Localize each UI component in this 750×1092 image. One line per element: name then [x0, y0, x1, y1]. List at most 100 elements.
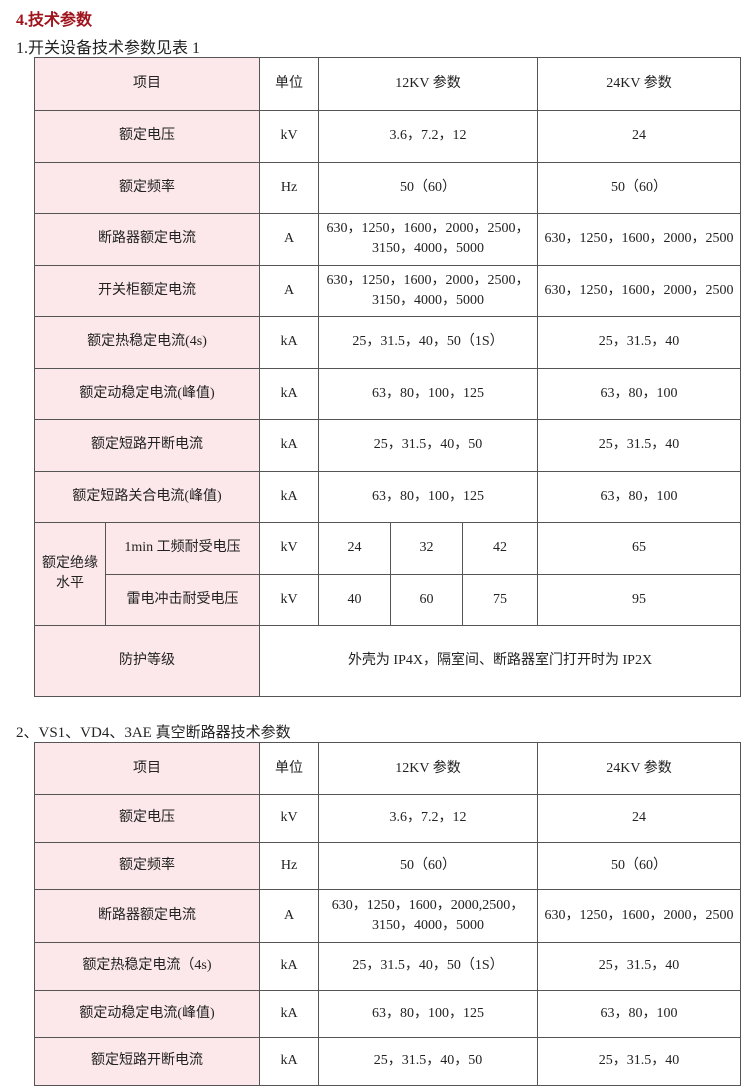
table-row: 额定动稳定电流(峰值) kA 63，80，100，125 63，80，100 [34, 989, 741, 1038]
unit-cell: A [259, 213, 319, 266]
table-cell: 75 [461, 573, 539, 626]
table-cell: 630，1250，1600，2000，2500 [537, 889, 741, 943]
item-cell: 防护等级 [34, 625, 260, 697]
unit-cell: kV [259, 522, 319, 575]
table-cell: 25，31.5，40 [537, 942, 741, 991]
unit-cell: kA [259, 470, 319, 523]
item-cell: 额定短路关合电流(峰值) [34, 470, 260, 523]
unit-cell: kV [259, 794, 319, 843]
unit-cell: kA [259, 316, 319, 369]
header-cell: 项目 [34, 742, 260, 795]
table-cell: 65 [537, 522, 742, 575]
item-cell: 开关柜额定电流 [34, 264, 260, 317]
table-cell: 42 [461, 522, 539, 575]
item-cell: 额定短路开断电流 [34, 419, 260, 472]
table-cell: 63，80，100，125 [317, 367, 539, 420]
table-cell: 3.6，7.2，12 [318, 794, 538, 843]
item-cell: 额定频率 [34, 161, 260, 214]
table-cell: 50（60） [537, 841, 741, 890]
item-cell: 额定短路开断电流 [34, 1037, 260, 1086]
table-cell: 50（60） [317, 161, 539, 214]
table-cell: 32 [390, 522, 463, 575]
table-cell: 25，31.5，40，50 [318, 1037, 538, 1086]
unit-cell: Hz [259, 841, 319, 890]
table-cell: 63，80，100，125 [317, 470, 539, 523]
header-cell: 12KV 参数 [317, 57, 539, 111]
item-cell: 额定电压 [34, 794, 260, 843]
table-row: 额定短路开断电流 kA 25，31.5，40，50 25，31.5，40 [34, 419, 742, 472]
table-cell: 630，1250，1600，2000，2500 [537, 264, 742, 317]
table-row: 额定绝缘水平 1min 工频耐受电压 kV 24 32 42 65 [34, 522, 742, 626]
table-row: 额定频率 Hz 50（60） 50（60） [34, 161, 742, 214]
unit-cell: kA [259, 419, 319, 472]
header-cell: 24KV 参数 [537, 57, 742, 111]
table-row: 额定热稳定电流(4s) kA 25，31.5，40，50（1S） 25，31.5，40 [34, 316, 742, 369]
table-row: 额定短路开断电流 kA 25，31.5，40，50 25，31.5，40 [34, 1037, 741, 1086]
table-row: 额定电压 kV 3.6，7.2，12 24 [34, 110, 742, 163]
item-cell: 额定动稳定电流(峰值) [34, 989, 260, 1038]
item-cell: 额定频率 [34, 841, 260, 890]
unit-cell: kA [259, 367, 319, 420]
table-row: 额定频率 Hz 50（60） 50（60） [34, 841, 741, 890]
header-cell: 单位 [259, 57, 319, 111]
table-row: 断路器额定电流 A 630，1250，1600，2000，2500，3150，400… [34, 213, 742, 266]
table-row: 雷电冲击耐受电压 kV 40 60 75 95 [35, 573, 742, 626]
table-cell: 63，80，100 [537, 470, 742, 523]
table-cell: 3.6，7.2，12 [317, 110, 539, 163]
table-row: 额定电压 kV 3.6，7.2，12 24 [34, 794, 741, 843]
header-cell: 单位 [259, 742, 319, 795]
table-cell: 630，1250，1600，2000，2500，3150，4000，5000 [317, 213, 539, 266]
unit-cell: Hz [259, 161, 319, 214]
item-cell: 额定热稳定电流（4s) [34, 942, 260, 991]
table-cell: 24 [537, 794, 741, 843]
item-cell: 额定动稳定电流(峰值) [34, 367, 260, 420]
table-cell: 95 [537, 573, 742, 626]
table-cell: 25，31.5，40，50（1S） [317, 316, 539, 369]
table-cell: 25，31.5，40，50（1S） [318, 942, 538, 991]
table-cell: 50（60） [537, 161, 742, 214]
table-cell: 630，1250，1600，2000，2500，3150，4000，5000 [317, 264, 539, 317]
table-cell: 25，31.5，40 [537, 1037, 741, 1086]
table-row: 断路器额定电流 A 630，1250，1600，2000,2500，3150，400… [34, 889, 741, 943]
unit-cell: kA [259, 1037, 319, 1086]
header-cell: 项目 [34, 57, 260, 111]
unit-cell: A [259, 264, 319, 317]
table-cell: 630，1250，1600，2000，2500 [537, 213, 742, 266]
table-cell: 630，1250，1600，2000,2500，3150，4000，5000 [318, 889, 538, 943]
table-cell: 60 [390, 573, 463, 626]
table-cell: 24 [537, 110, 742, 163]
header-cell: 12KV 参数 [318, 742, 538, 795]
header-cell: 24KV 参数 [537, 742, 741, 795]
unit-cell: kV [259, 110, 319, 163]
section-heading: 4.技术参数 [16, 12, 93, 29]
insulation-label: 额定绝缘水平 [34, 522, 106, 626]
item-cell: 断路器额定电流 [34, 889, 260, 943]
table-cell: 24 [318, 522, 391, 575]
table-cell: 25，31.5，40 [537, 419, 742, 472]
table-cell: 25，31.5，40 [537, 316, 742, 369]
table-cell: 63，80，100，125 [318, 989, 538, 1038]
table-row: 项目 单位 12KV 参数 24KV 参数 [34, 742, 741, 795]
unit-cell: kA [259, 942, 319, 991]
table-cell: 50（60） [318, 841, 538, 890]
item-cell: 断路器额定电流 [34, 213, 260, 266]
table-row: 额定热稳定电流（4s) kA 25，31.5，40，50（1S） 25，31.5，40 [34, 942, 741, 991]
table-cell: 63，80，100 [537, 367, 742, 420]
item-cell: 额定热稳定电流(4s) [34, 316, 260, 369]
table-row: 项目 单位 12KV 参数 24KV 参数 [34, 57, 742, 111]
table-row: 额定动稳定电流(峰值) kA 63，80，100，125 63，80，100 [34, 367, 742, 420]
table-cell: 外壳为 IP4X，隔室间、断路器室门打开时为 IP2X [258, 625, 742, 697]
table-row: 额定短路关合电流(峰值) kA 63，80，100，125 63，80，100 [34, 470, 742, 523]
breaker-parameters-table: 项目 单位 12KV 参数 24KV 参数 额定电压 kV 3.6，7.2，12 24 额定频率… [34, 742, 741, 1086]
unit-cell: A [259, 889, 319, 943]
table1-caption: 1.开关设备技术参数见表 1 [16, 40, 201, 57]
item-cell: 雷电冲击耐受电压 [105, 573, 260, 626]
table2-caption: 2、VS1、VD4、3AE 真空断路器技术参数 [16, 725, 291, 741]
table-cell: 40 [318, 573, 391, 626]
table-cell: 63，80，100 [537, 989, 741, 1038]
unit-cell: kA [259, 989, 319, 1038]
item-cell: 额定电压 [34, 110, 260, 163]
table-row: 开关柜额定电流 A 630，1250，1600，2000，2500，3150，400… [34, 264, 742, 317]
unit-cell: kV [259, 573, 319, 626]
table-cell: 25，31.5，40，50 [317, 419, 539, 472]
